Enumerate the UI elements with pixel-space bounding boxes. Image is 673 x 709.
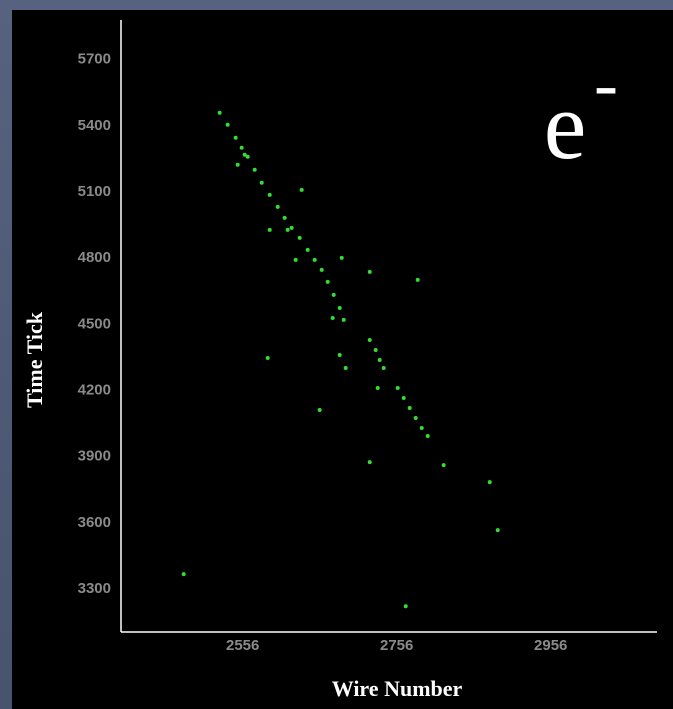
y-tick-label: 4500 [78,315,111,332]
point [496,528,500,532]
point [408,406,412,410]
point [376,386,380,390]
point [326,280,330,284]
point [313,258,317,262]
point [294,258,298,262]
x-tick-label: 2956 [534,637,567,654]
x-tick-label: 2756 [380,637,413,654]
annotation-superscript: - [594,44,618,124]
point [320,268,324,272]
annotation: e [544,72,587,179]
point [286,228,290,232]
point [382,366,386,370]
point [226,123,230,127]
point [218,111,222,115]
point [404,604,408,608]
point [240,146,244,150]
point [300,188,304,192]
point [368,270,372,274]
point [318,408,322,412]
point [276,205,280,209]
point [268,193,272,197]
y-tick-label: 3300 [78,580,111,597]
point [344,366,348,370]
page: Wire Number Time Tick e - 3300 3600 3900 42… [0,0,673,709]
point [426,434,430,438]
y-tick-label: 3900 [78,448,111,465]
point [414,416,418,420]
x-axis-label: Wire Number [332,676,463,701]
y-tick-label: 4800 [78,249,111,266]
y-tick-label: 5700 [78,51,111,68]
point [338,353,342,357]
point [396,386,400,390]
point [340,256,344,260]
point [234,136,238,140]
chart: Wire Number Time Tick e - 3300 3600 3900 42… [0,0,673,709]
point [290,226,294,230]
x-tick-label: 2556 [226,637,259,654]
point [338,306,342,310]
y-axis-label: Time Tick [22,311,47,408]
point [298,236,302,240]
point [182,572,186,576]
y-tick-label: 5100 [78,183,111,200]
point [236,163,240,167]
y-tick-label: 3600 [78,514,111,531]
point [368,338,372,342]
point [253,168,257,172]
point [416,278,420,282]
point [306,248,310,252]
point [368,460,372,464]
point [342,318,346,322]
y-tick-label: 5400 [78,117,111,134]
point [420,426,424,430]
point [378,358,382,362]
point [331,316,335,320]
point [402,396,406,400]
point [266,356,270,360]
point [283,216,287,220]
point [332,293,336,297]
point [268,228,272,232]
point [260,181,264,185]
point [243,153,247,157]
point [488,480,492,484]
point [442,463,446,467]
point [374,348,378,352]
y-tick-label: 4200 [78,381,111,398]
